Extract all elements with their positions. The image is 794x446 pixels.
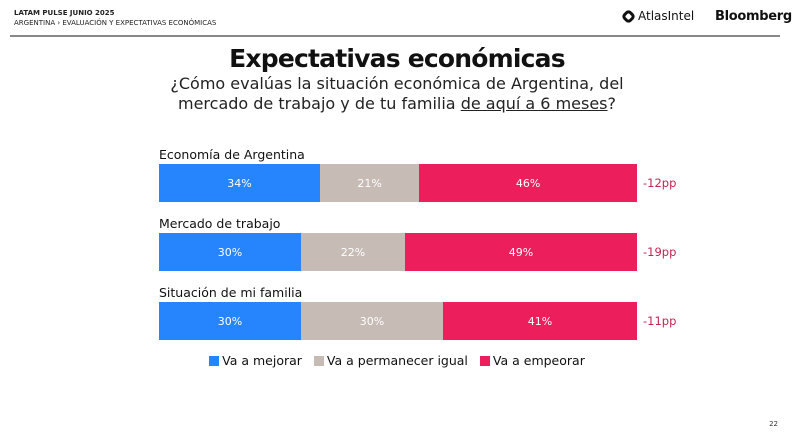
legend-swatch xyxy=(313,355,324,366)
atlasintel-icon xyxy=(620,8,637,24)
legend-label: Va a permanecer igual xyxy=(326,353,468,368)
report-title: LATAM PULSE JUNIO 2025 xyxy=(14,9,115,17)
page-number: 22 xyxy=(769,420,778,428)
bar-segment: 46% xyxy=(419,164,637,202)
legend-item: Va a mejorar xyxy=(209,353,302,368)
bloomberg-logo: Bloomberg xyxy=(715,9,792,24)
legend-item: Va a empeorar xyxy=(479,353,585,368)
net-difference-label: -19pp xyxy=(643,245,677,259)
legend-swatch xyxy=(209,355,220,366)
data-label: 46% xyxy=(515,176,541,190)
data-label: 49% xyxy=(508,245,534,259)
bar-segment: 34% xyxy=(159,164,320,202)
data-label: 41% xyxy=(527,314,553,328)
atlasintel-logo: AtlasIntel xyxy=(620,8,695,24)
subtitle-line-2: mercado de trabajo y de tu familia de aq… xyxy=(0,94,794,114)
breadcrumb: ARGENTINA › EVALUACIÓN Y EXPECTATIVAS EC… xyxy=(14,19,217,27)
header-divider xyxy=(10,35,780,37)
data-label: 30% xyxy=(217,245,243,259)
net-difference-label: -12pp xyxy=(643,176,677,190)
subtitle-line-1: ¿Cómo evalúas la situación económica de … xyxy=(170,74,624,93)
stacked-bar: 30% 22% 49% xyxy=(159,233,637,271)
bar-segment: 30% xyxy=(159,302,301,340)
bar-segment: 41% xyxy=(442,302,637,340)
legend-label: Va a mejorar xyxy=(222,353,302,368)
data-label: 34% xyxy=(227,176,252,190)
bar-segment: 30% xyxy=(300,302,443,340)
bar-segment: 49% xyxy=(405,233,637,271)
data-label: 30% xyxy=(359,314,385,328)
data-label: 22% xyxy=(340,245,366,259)
page-title: Expectativas económicas xyxy=(229,44,565,73)
stacked-bar: 30% 30% 41% xyxy=(159,302,637,340)
category-label: Economía de Argentina xyxy=(159,147,305,162)
bar-segment: 21% xyxy=(319,164,420,202)
bar-segment: 22% xyxy=(300,233,406,271)
page-subtitle: ¿Cómo evalúas la situación económica de … xyxy=(0,74,794,114)
data-label: 21% xyxy=(357,176,382,190)
stacked-bar: 34% 21% 46% xyxy=(159,164,637,202)
subtitle-text: mercado de trabajo y de tu familia xyxy=(177,94,461,113)
net-difference-label: -11pp xyxy=(643,314,677,328)
atlasintel-text: AtlasIntel xyxy=(638,9,695,23)
bar-segment: 30% xyxy=(159,233,301,271)
legend-item: Va a permanecer igual xyxy=(313,353,468,368)
category-label: Situación de mi familia xyxy=(159,285,303,300)
legend-label: Va a empeorar xyxy=(492,353,585,368)
data-label: 30% xyxy=(217,314,243,328)
legend: Va a mejorar Va a permanecer igual Va a … xyxy=(0,353,794,368)
category-label: Mercado de trabajo xyxy=(159,216,281,231)
subtitle-end: ? xyxy=(607,94,617,113)
legend-swatch xyxy=(479,355,490,366)
subtitle-underlined: de aquí a 6 meses xyxy=(460,94,608,113)
